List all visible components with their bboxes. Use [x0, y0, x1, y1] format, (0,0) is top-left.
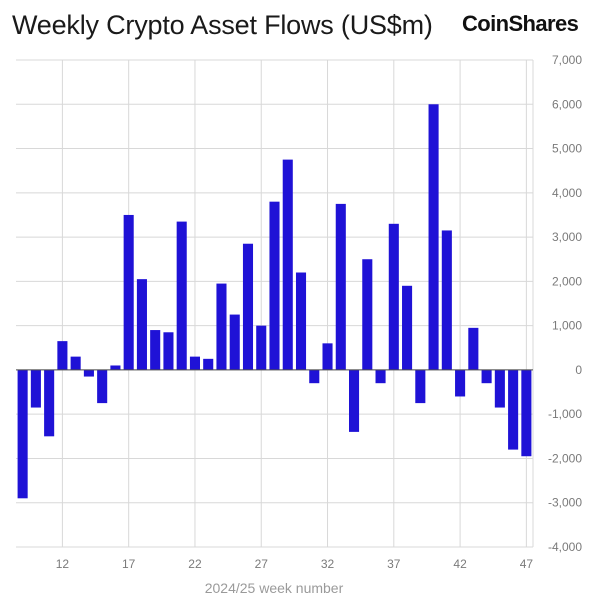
bar-week-44	[481, 369, 492, 384]
bar-week-14	[83, 369, 94, 377]
y-tick-label: 3,000	[552, 230, 582, 244]
bar-week-19	[150, 330, 161, 370]
y-tick-label: -2,000	[548, 451, 582, 465]
bar-week-18	[136, 279, 147, 370]
bar-week-43	[468, 327, 479, 370]
x-tick-label: 17	[122, 557, 136, 571]
bar-week-22	[189, 356, 200, 370]
bar-week-32	[322, 343, 333, 370]
bar-week-31	[309, 369, 320, 384]
bar-week-13	[70, 356, 81, 370]
bar-week-36	[375, 369, 386, 384]
y-axis-ticks: 7,000 6,000 5,000 4,000 3,000 2,000 1,000 0 -1,0…	[548, 53, 582, 554]
y-tick-label: 6,000	[552, 97, 582, 111]
y-tick-label: -1,000	[548, 407, 582, 421]
bar-week-40	[428, 104, 439, 370]
x-tick-label: 22	[188, 557, 202, 571]
bar-week-37	[388, 223, 399, 370]
bar-week-34	[349, 369, 360, 432]
bar-week-28	[269, 201, 280, 370]
y-tick-label: 4,000	[552, 186, 582, 200]
bar-week-25	[229, 314, 240, 370]
y-tick-label: 2,000	[552, 274, 582, 288]
bar-week-11	[44, 369, 55, 437]
bar-week-30	[295, 272, 307, 370]
x-tick-label: 12	[56, 557, 70, 571]
bar-week-39	[415, 369, 426, 404]
x-tick-label: 37	[387, 557, 401, 571]
x-tick-label: 32	[321, 557, 335, 571]
bar-week-41	[441, 230, 452, 370]
bar-week-12	[57, 341, 68, 370]
x-tick-label: 47	[520, 557, 534, 571]
bar-week-45	[494, 369, 505, 408]
bar-series	[17, 104, 532, 499]
bar-week-20	[163, 332, 174, 370]
y-tick-label: -3,000	[548, 496, 582, 510]
x-tick-label: 27	[255, 557, 269, 571]
y-tick-label: 7,000	[552, 53, 582, 67]
bar-week-46	[508, 369, 519, 450]
bar-week-38	[402, 285, 413, 370]
bar-week-15	[97, 369, 108, 404]
bar-week-16	[110, 365, 121, 370]
x-tick-label: 42	[453, 557, 467, 571]
x-axis-label: 2024/25 week number	[205, 580, 344, 596]
coinshares-logo: CoinShares	[462, 11, 579, 36]
bar-week-29	[282, 159, 293, 370]
bar-week-9	[17, 369, 28, 499]
bar-week-26	[242, 243, 254, 370]
bar-week-23	[203, 358, 214, 370]
bar-week-24	[216, 283, 227, 370]
bar-week-10	[30, 369, 41, 408]
chart-title: Weekly Crypto Asset Flows (US$m)	[12, 10, 433, 40]
bar-week-17	[123, 214, 134, 370]
bar-week-21	[176, 221, 187, 370]
x-axis-ticks: 12 17 22 27 32 37 42 47	[56, 557, 534, 571]
y-tick-label: 1,000	[552, 319, 582, 333]
y-tick-label: -4,000	[548, 540, 582, 554]
y-tick-label: 5,000	[552, 142, 582, 156]
bar-week-27	[256, 325, 267, 370]
bar-week-42	[455, 369, 466, 397]
bar-week-47	[521, 369, 532, 457]
y-tick-label: 0	[575, 363, 582, 377]
bar-week-33	[335, 203, 346, 370]
bar-week-35	[362, 259, 373, 370]
